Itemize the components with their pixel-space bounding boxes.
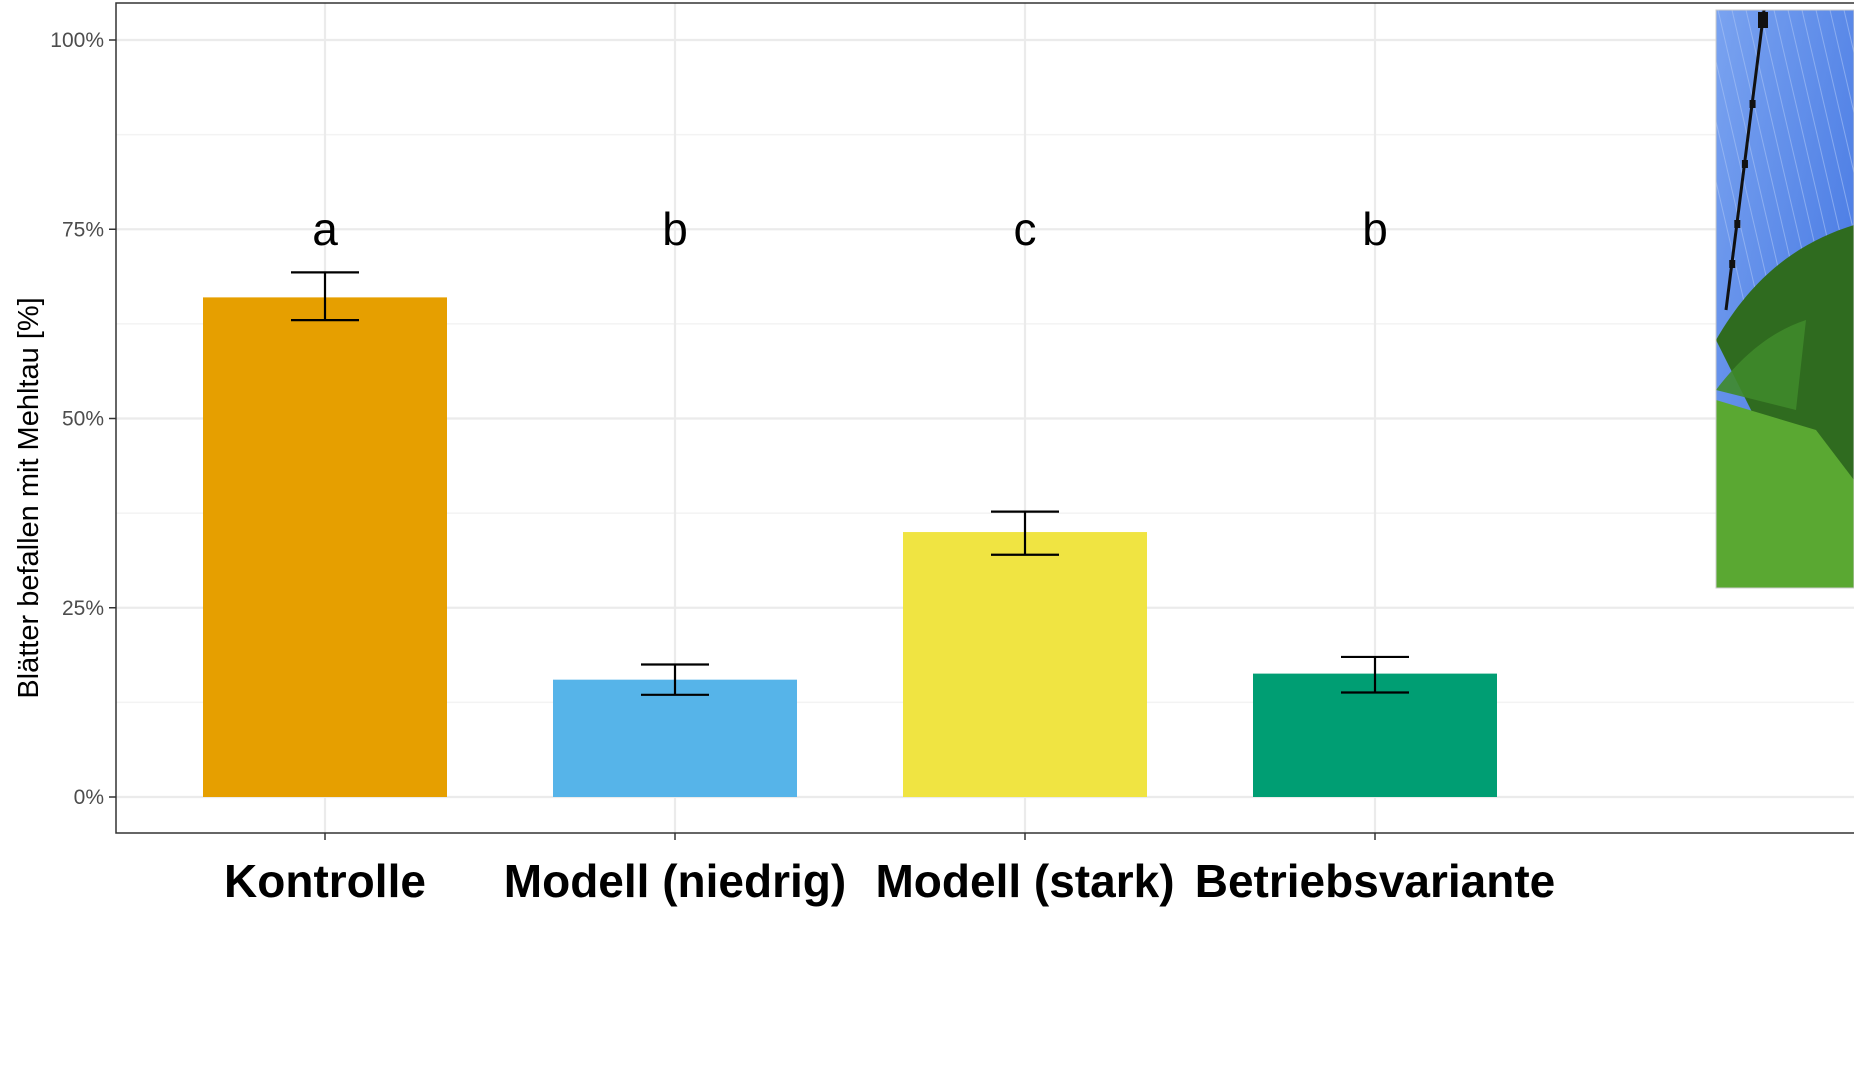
wire-clip: [1758, 12, 1768, 28]
x-category-label: Modell (niedrig): [504, 855, 846, 907]
y-tick-label: 0%: [74, 786, 104, 809]
error-bar: [991, 510, 1059, 556]
y-axis: 0% 25% 50% 75% 100%: [50, 29, 116, 809]
x-category-label: Modell (stark): [875, 855, 1174, 907]
significance-letter: c: [1014, 203, 1037, 255]
grass-ground: [1716, 400, 1854, 588]
x-category-label: Kontrolle: [224, 855, 426, 907]
significance-letter: a: [312, 203, 338, 255]
bar-modell-niedrig: [553, 679, 797, 797]
y-axis-title: Blätter befallen mit Mehltau [%]: [13, 297, 45, 698]
x-axis: Kontrolle Modell (niedrig) Modell (stark) B…: [224, 833, 1555, 907]
bar-kontrolle: [203, 297, 447, 797]
significance-letter: b: [662, 203, 688, 255]
photo-frame: [1715, 9, 1854, 589]
bars: [203, 297, 1497, 797]
y-tick-label: 25%: [62, 597, 104, 620]
y-tick-label: 50%: [62, 408, 104, 431]
bar-betriebsvariante: [1253, 673, 1497, 797]
y-tick-label: 100%: [50, 29, 104, 52]
y-tick-label: 75%: [62, 218, 104, 241]
error-bars: [291, 271, 1409, 696]
significance-letter: b: [1362, 203, 1388, 255]
x-category-label: Betriebsvariante: [1195, 855, 1556, 907]
error-bar: [641, 663, 709, 696]
error-bar: [1341, 655, 1409, 694]
error-bar: [291, 271, 359, 322]
bar-modell-stark: [903, 532, 1147, 797]
orchard-photo-inset: [1715, 9, 1854, 589]
